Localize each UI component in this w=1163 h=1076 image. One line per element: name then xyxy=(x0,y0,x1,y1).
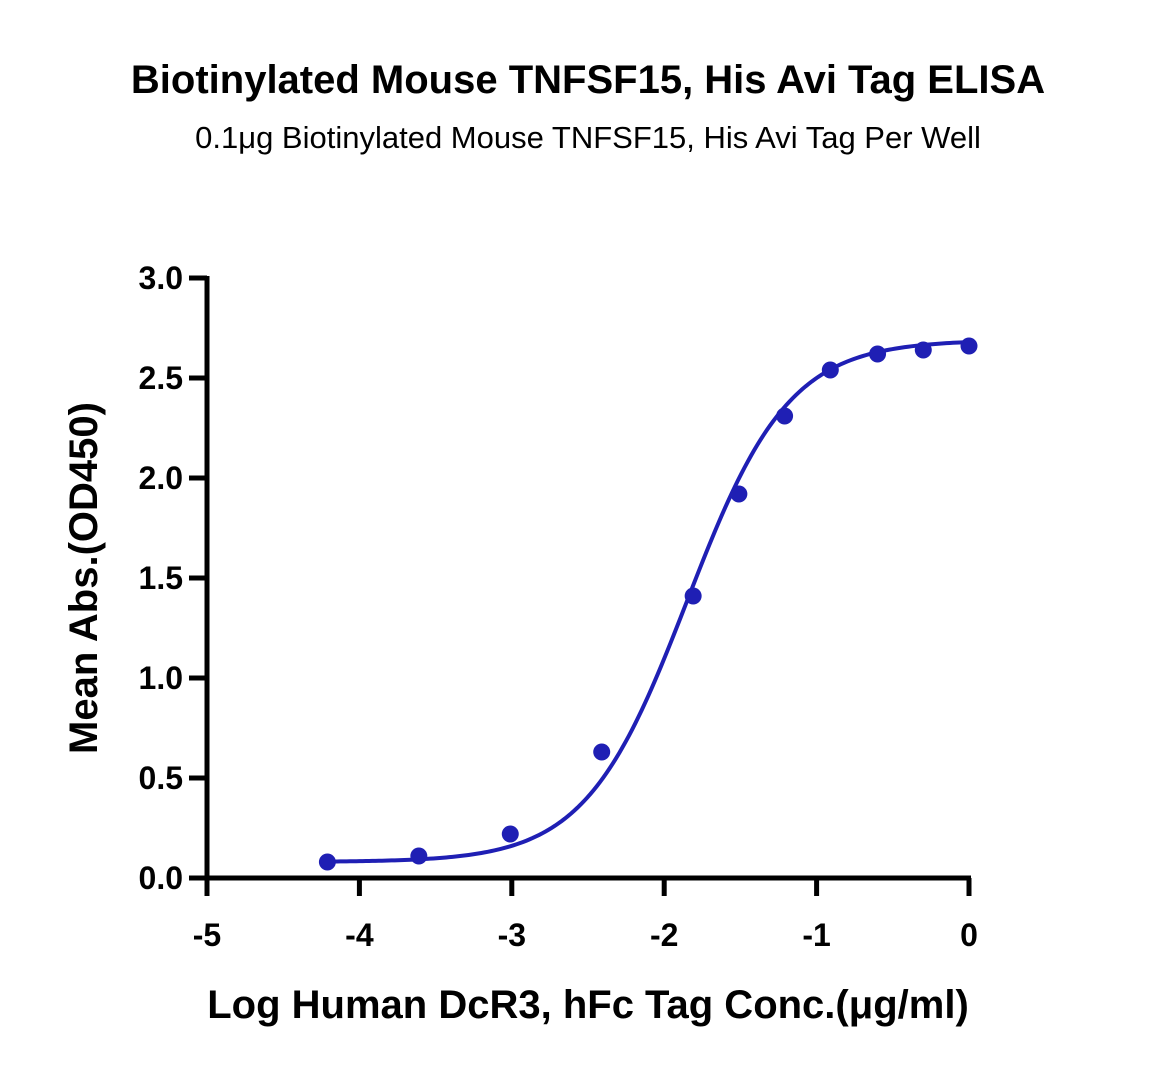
y-tick-label: 3.0 xyxy=(139,260,183,296)
data-point xyxy=(730,485,748,503)
x-tick-label: -2 xyxy=(650,917,678,953)
y-tick-label: 0.5 xyxy=(139,760,183,796)
data-point xyxy=(821,361,839,379)
data-point xyxy=(914,341,932,359)
data-point xyxy=(593,743,611,761)
x-tick-label: -4 xyxy=(345,917,374,953)
data-point xyxy=(960,337,978,355)
y-tick-label: 2.0 xyxy=(139,460,183,496)
data-point xyxy=(776,407,794,425)
x-axis: -5 -4 -3 -2 -1 0 xyxy=(193,875,978,953)
chart-title: Biotinylated Mouse TNFSF15, His Avi Tag … xyxy=(131,58,1045,102)
data-point xyxy=(318,853,336,871)
x-tick-label: -1 xyxy=(802,917,830,953)
data-point xyxy=(410,847,428,865)
data-points xyxy=(318,337,978,871)
y-tick-label: 1.5 xyxy=(139,560,183,596)
data-point xyxy=(684,587,702,605)
x-tick-label: -3 xyxy=(498,917,526,953)
chart-subtitle: 0.1μg Biotinylated Mouse TNFSF15, His Av… xyxy=(195,120,981,155)
x-tick-label: 0 xyxy=(960,917,978,953)
data-point xyxy=(869,345,887,363)
fit-curve-layer xyxy=(327,340,970,864)
x-tick-label: -5 xyxy=(193,917,221,953)
y-tick-label: 0.0 xyxy=(139,860,183,896)
y-axis-label: Mean Abs.(OD450) xyxy=(62,402,106,754)
x-axis-label: Log Human DcR3, hFc Tag Conc.(μg/ml) xyxy=(207,983,969,1027)
fit-curve xyxy=(327,340,970,864)
y-tick-label: 2.5 xyxy=(139,360,183,396)
data-point xyxy=(501,825,519,843)
y-axis: 0.0 0.5 1.0 1.5 2.0 2.5 3.0 xyxy=(139,260,210,896)
y-tick-label: 1.0 xyxy=(139,660,183,696)
